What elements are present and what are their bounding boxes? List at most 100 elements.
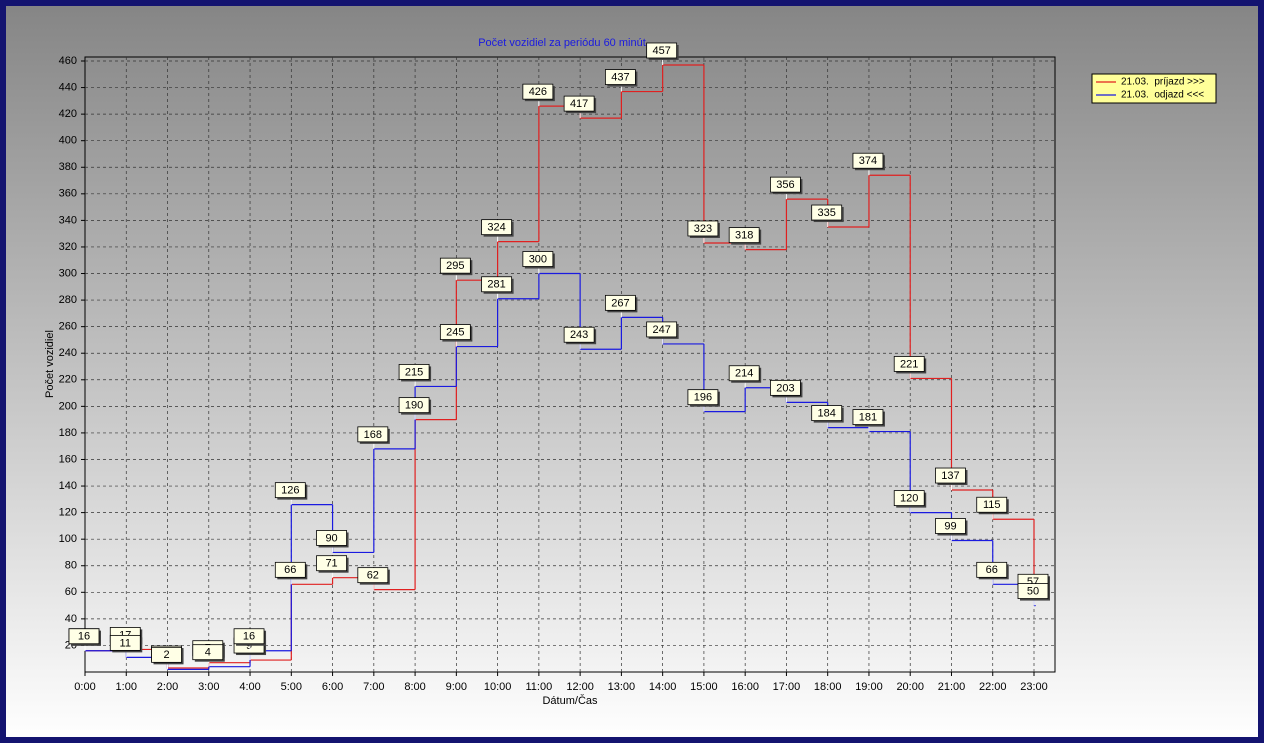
legend-label: 21.03. odjazd <<<: [1121, 90, 1204, 101]
x-tick-label: 0:00: [74, 681, 95, 693]
x-tick-label: 18:00: [814, 681, 842, 693]
x-tick-label: 8:00: [404, 681, 425, 693]
y-tick-label: 140: [59, 480, 77, 492]
data-label: 62: [367, 570, 379, 582]
label-box: [481, 219, 513, 236]
data-label: 243: [570, 329, 588, 341]
data-label: 126: [281, 485, 299, 497]
label-box: [398, 397, 430, 414]
label-box: [604, 294, 636, 311]
label-box: [852, 409, 884, 425]
label-box: [109, 634, 141, 651]
data-label: 99: [944, 520, 956, 532]
data-label: 221: [900, 358, 918, 370]
x-tick-label: 9:00: [446, 681, 467, 693]
data-label: 71: [325, 558, 337, 570]
data-label: 90: [325, 532, 337, 544]
plot-area: [84, 56, 1056, 673]
y-tick-label: 400: [59, 135, 77, 147]
y-tick-label: 300: [59, 267, 77, 279]
label-box: [274, 482, 306, 499]
data-label: 9: [246, 640, 252, 652]
x-tick-label: 7:00: [363, 681, 384, 693]
data-label: 295: [446, 260, 464, 272]
label-box: [439, 324, 471, 340]
y-tick-label: 240: [59, 347, 77, 359]
x-tick-label: 10:00: [484, 681, 512, 693]
y-tick-label: 100: [59, 533, 77, 545]
legend-box: [1091, 73, 1217, 104]
data-label: 437: [611, 71, 629, 83]
data-label: 300: [529, 253, 547, 265]
label-box: [316, 555, 347, 572]
data-label: 16: [243, 631, 255, 643]
label-box: [1017, 583, 1049, 599]
y-tick-label: 180: [59, 427, 77, 439]
data-label: 120: [900, 493, 918, 505]
label-box: [439, 257, 471, 274]
y-tick-label: 220: [59, 374, 77, 386]
x-tick-label: 16:00: [731, 681, 759, 693]
y-tick-label: 420: [59, 108, 77, 120]
label-box: [522, 251, 554, 267]
label-box: [811, 405, 843, 422]
legend: 21.03. príjazd >>> 21.03. odjazd <<<: [1091, 73, 1217, 104]
data-label: 374: [859, 155, 877, 167]
label-box: [563, 326, 595, 343]
data-label: 318: [735, 230, 753, 242]
label-box: [151, 646, 182, 663]
label-box: [935, 518, 966, 534]
data-label: 66: [986, 564, 998, 576]
y-tick-label: 160: [59, 453, 77, 465]
data-label: 190: [405, 400, 423, 412]
y-tick-label: 340: [59, 214, 77, 226]
label-box: [192, 644, 224, 661]
y-axis-label: Počet vozidiel: [44, 330, 56, 398]
label-box: [770, 176, 801, 193]
label-box: [770, 379, 801, 396]
y-tick-label: 360: [59, 188, 77, 200]
data-label: 11: [120, 637, 131, 649]
x-tick-label: 3:00: [198, 681, 219, 693]
label-box: [646, 42, 678, 59]
x-tick-label: 13:00: [608, 681, 636, 693]
x-tick-label: 19:00: [855, 681, 883, 693]
x-tick-label: 17:00: [773, 681, 801, 693]
label-box: [893, 490, 925, 507]
label-box: [274, 561, 306, 578]
label-box: [728, 227, 760, 244]
data-label: 16: [78, 631, 90, 643]
data-label: 2: [163, 649, 169, 661]
data-label: 115: [983, 499, 1001, 511]
x-tick-label: 11:00: [526, 681, 553, 693]
label-box: [852, 152, 884, 169]
y-tick-label: 440: [59, 81, 77, 93]
x-tick-label: 5:00: [281, 681, 302, 693]
y-tick-label: 320: [59, 241, 77, 253]
x-tick-label: 14:00: [649, 681, 677, 693]
chart-title: Počet vozidiel za periódu 60 minút: [478, 37, 646, 49]
label-box: [233, 628, 265, 645]
x-tick-label: 1:00: [116, 681, 137, 693]
data-label: 356: [776, 179, 794, 191]
data-label: 245: [446, 326, 464, 338]
y-tick-label: 460: [59, 55, 77, 67]
label-box: [563, 95, 595, 112]
data-label: 50: [1027, 585, 1039, 597]
label-box: [481, 276, 513, 293]
x-tick-label: 20:00: [896, 681, 924, 693]
data-label: 247: [652, 324, 670, 336]
y-tick-label: 60: [65, 586, 77, 598]
label-box: [522, 83, 554, 100]
label-box: [646, 321, 678, 338]
data-label: 324: [487, 222, 505, 234]
data-label: 66: [284, 564, 296, 576]
data-label: 137: [941, 470, 959, 482]
label-box: [728, 365, 760, 382]
x-tick-label: 15:00: [690, 681, 718, 693]
label-box: [604, 69, 636, 85]
data-label: 426: [529, 86, 547, 98]
y-tick-label: 120: [59, 507, 77, 519]
data-label: 335: [818, 207, 836, 219]
